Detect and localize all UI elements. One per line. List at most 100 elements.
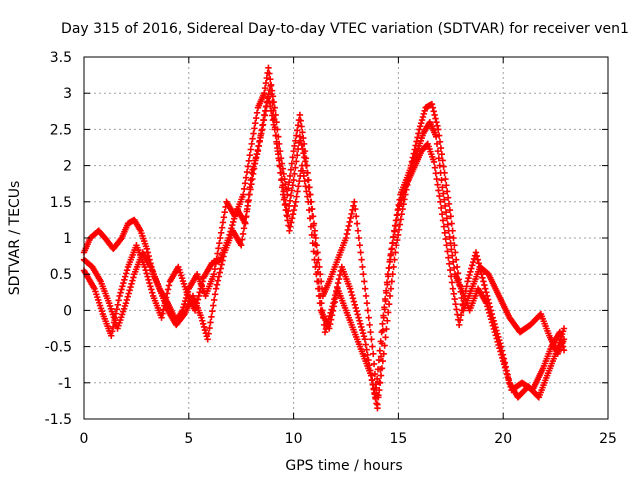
marker-track-c <box>476 263 483 271</box>
marker-track-b <box>350 298 358 305</box>
marker-track-c <box>267 82 274 90</box>
marker-track-c <box>328 312 336 319</box>
marker-track-a <box>221 208 228 216</box>
marker-track-a <box>211 265 219 273</box>
marker-track-a <box>346 218 353 226</box>
marker-track-c <box>383 289 390 297</box>
marker-track-c <box>231 212 239 219</box>
marker-track-b <box>293 158 300 165</box>
marker-track-c <box>249 166 256 173</box>
marker-track-a <box>214 250 221 257</box>
marker-track-c <box>279 191 287 198</box>
marker-track-b <box>434 147 442 155</box>
marker-track-c <box>327 316 335 323</box>
marker-track-a <box>365 314 372 321</box>
marker-track-c <box>332 294 339 301</box>
marker-track-c <box>493 327 500 334</box>
marker-track-a <box>287 166 295 173</box>
marker-track-c <box>292 198 299 205</box>
marker-track-b <box>297 137 304 144</box>
marker-track-c <box>270 107 277 114</box>
marker-track-a <box>439 157 446 164</box>
marker-track-c <box>447 273 455 280</box>
marker-track-b <box>355 314 362 321</box>
marker-track-a <box>290 147 297 155</box>
marker-track-b <box>444 221 452 228</box>
marker-track-a <box>434 122 441 129</box>
marker-track-a <box>437 144 445 152</box>
marker-track-c <box>382 297 389 305</box>
marker-track-a <box>215 245 222 252</box>
marker-track-c <box>244 198 252 205</box>
marker-track-c <box>145 276 152 284</box>
marker-track-c <box>307 223 315 230</box>
marker-track-c <box>296 177 303 185</box>
marker-track-b <box>364 351 371 359</box>
marker-track-c <box>163 290 171 297</box>
marker-track-c <box>115 297 122 304</box>
x-tick-label: 10 <box>285 431 303 447</box>
marker-track-c <box>269 99 276 106</box>
marker-track-c <box>505 375 512 382</box>
marker-track-c <box>453 306 460 313</box>
y-tick-label: -0.5 <box>45 340 72 356</box>
marker-track-a <box>417 123 424 130</box>
marker-track-c <box>455 321 463 329</box>
marker-track-c <box>191 307 199 314</box>
marker-track-c <box>489 314 496 321</box>
marker-track-b <box>127 283 134 291</box>
marker-track-a <box>117 236 124 243</box>
marker-track-a <box>433 118 440 126</box>
marker-track-c <box>114 301 121 308</box>
marker-track-c <box>313 271 320 278</box>
marker-track-b <box>123 296 131 304</box>
marker-track-c <box>480 278 487 285</box>
marker-track-b <box>239 230 247 238</box>
marker-track-a <box>344 226 352 234</box>
marker-track-c <box>242 220 249 227</box>
marker-track-b <box>445 227 452 234</box>
marker-track-a <box>430 108 437 115</box>
marker-track-c <box>439 217 447 224</box>
marker-track-c <box>484 296 492 303</box>
chart-title: Day 315 of 2016, Sidereal Day-to-day VTE… <box>61 21 629 37</box>
marker-track-a <box>354 227 362 234</box>
marker-track-a <box>383 325 390 333</box>
marker-track-c <box>144 273 151 280</box>
marker-track-c <box>391 228 398 235</box>
marker-track-c <box>277 169 284 177</box>
marker-track-c <box>147 283 154 290</box>
marker-track-c <box>288 219 295 226</box>
marker-track-a <box>448 220 455 227</box>
marker-track-b <box>125 290 132 297</box>
x-tick-label: 20 <box>494 431 512 447</box>
marker-track-c <box>309 239 316 247</box>
marker-track-b <box>206 324 213 332</box>
marker-track-c <box>288 215 296 222</box>
marker-track-c <box>370 386 378 393</box>
marker-track-b <box>334 279 342 287</box>
marker-track-c <box>164 286 172 293</box>
marker-track-b <box>288 187 296 194</box>
marker-track-b <box>450 264 458 272</box>
marker-track-c <box>384 281 391 288</box>
marker-track-c <box>142 266 149 274</box>
marker-track-a <box>352 213 360 220</box>
marker-track-c <box>295 183 302 190</box>
marker-track-c <box>326 325 333 332</box>
marker-track-c <box>120 279 127 287</box>
marker-track-c <box>469 258 477 266</box>
marker-track-b <box>443 215 451 222</box>
marker-track-b <box>130 274 137 281</box>
marker-track-c <box>473 252 481 260</box>
marker-track-c <box>250 163 257 170</box>
marker-track-c <box>225 234 232 242</box>
marker-track-b <box>287 192 295 199</box>
marker-track-b <box>122 299 130 307</box>
marker-track-b <box>433 140 441 148</box>
marker-track-b <box>446 233 453 241</box>
marker-track-b <box>353 308 360 315</box>
marker-track-c <box>286 227 293 234</box>
marker-track-c <box>450 290 457 298</box>
